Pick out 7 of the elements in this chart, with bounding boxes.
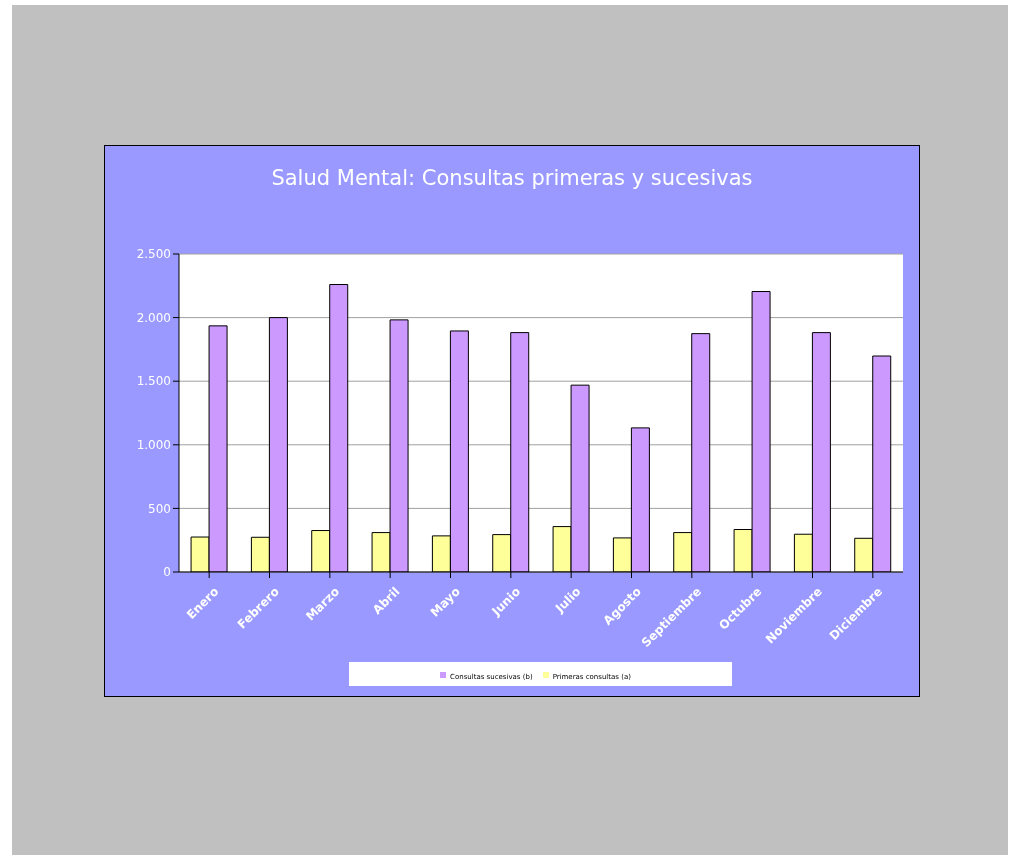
- y-tick-label: 2.000: [136, 310, 171, 325]
- y-tick-label: 1.500: [136, 374, 171, 389]
- y-tick-label: 500: [148, 501, 171, 516]
- y-tick-label: 2.500: [136, 247, 171, 262]
- y-tick-label: 0: [163, 565, 171, 580]
- chart-title: Salud Mental: Consultas primeras y sucesivas: [270, 166, 754, 190]
- y-tick-label: 1.000: [136, 438, 171, 453]
